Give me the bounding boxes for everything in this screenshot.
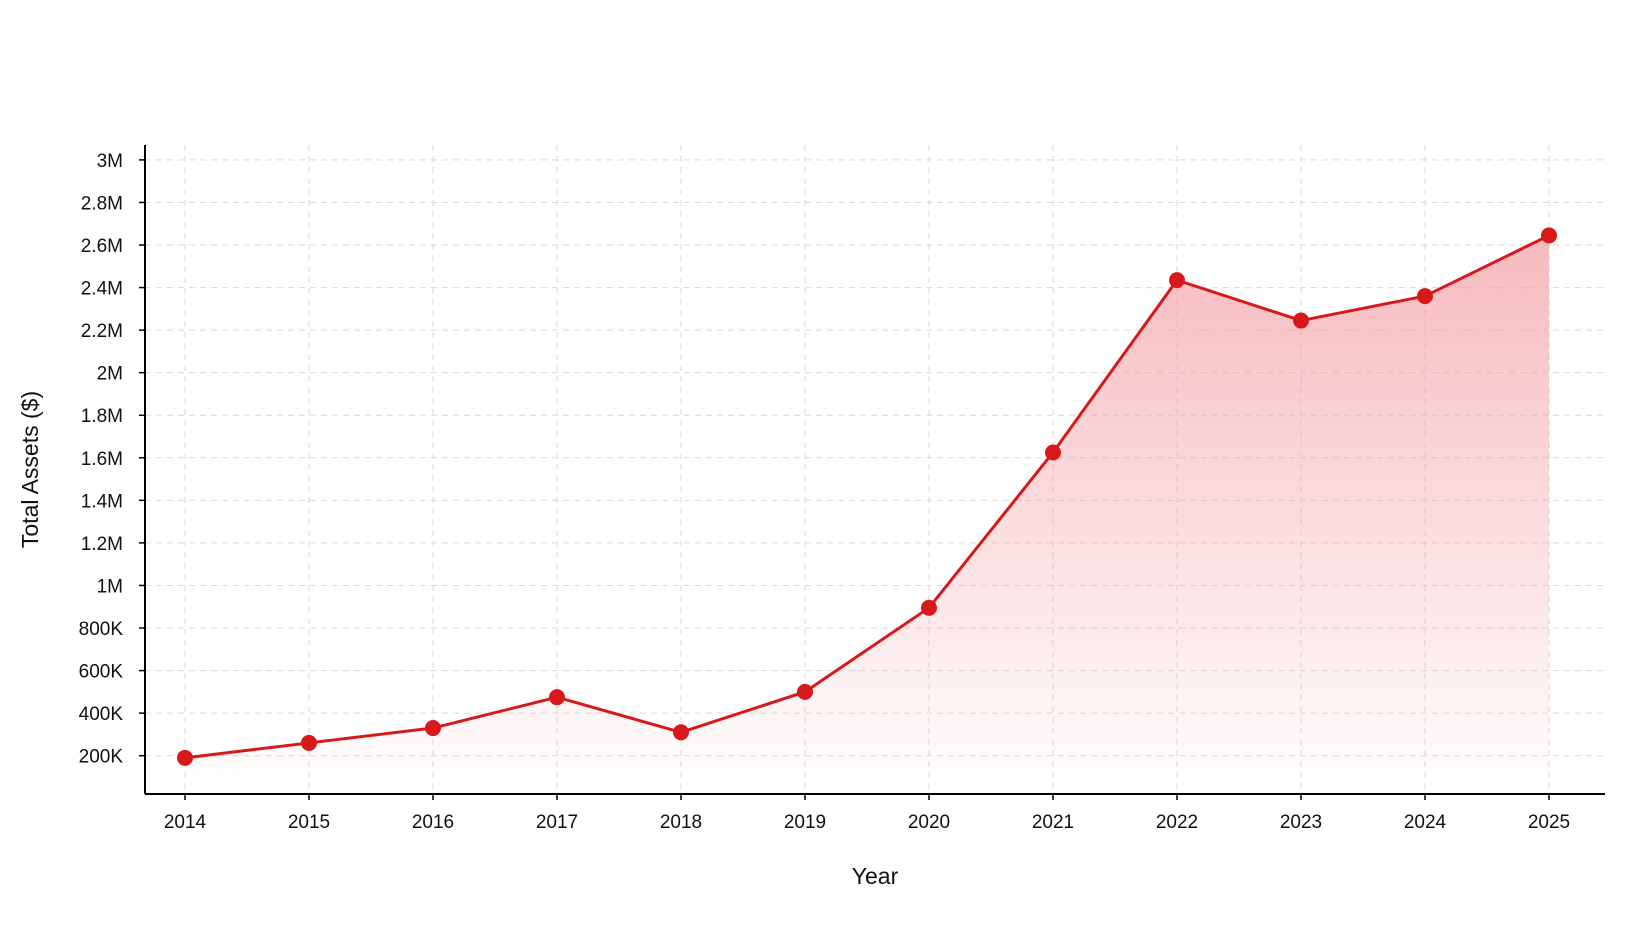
x-tick-label-2024: 2024: [1404, 812, 1447, 833]
y-tick-label-14: 3M: [97, 151, 123, 172]
data-point-2015: [301, 734, 317, 751]
y-tick-label-3: 800K: [79, 619, 124, 640]
y-tick-label-12: 2.6M: [81, 236, 123, 257]
data-point-2019: [797, 683, 813, 700]
axes: [139, 145, 1605, 800]
y-axis-title: Total Assets ($): [17, 391, 43, 548]
x-tick-label-2017: 2017: [536, 812, 578, 833]
y-tick-label-7: 1.6M: [81, 449, 123, 470]
data-point-2014: [177, 749, 193, 766]
x-tick-label-2019: 2019: [784, 812, 826, 833]
y-tick-label-6: 1.4M: [81, 491, 123, 512]
data-point-2025: [1541, 227, 1557, 244]
x-axis-title: Year: [852, 863, 899, 889]
y-tick-label-9: 2M: [97, 364, 123, 385]
y-tick-label-0: 200K: [79, 747, 124, 768]
area-shape: [185, 235, 1549, 776]
y-tick-label-2: 600K: [79, 662, 124, 683]
series-polyline: [184, 234, 1550, 760]
data-point-2020: [921, 599, 937, 616]
y-tick-label-1: 400K: [79, 704, 124, 725]
data-point-2021: [1045, 444, 1061, 461]
y-tick-label-5: 1.2M: [81, 534, 123, 555]
y-tick-label-10: 2.2M: [81, 321, 123, 342]
y-tick-label-11: 2.4M: [81, 279, 123, 300]
y-tick-label-8: 1.8M: [81, 406, 123, 427]
tick-labels: 200K 400K 600K 800K 1M 1.2M 1.4M 1.6M 1.8M 2M 2.2M…: [79, 151, 1571, 833]
data-point-2024: [1417, 288, 1433, 305]
x-tick-label-2025: 2025: [1528, 812, 1570, 833]
x-tick-label-2018: 2018: [660, 812, 702, 833]
x-tick-label-2022: 2022: [1156, 812, 1198, 833]
data-points: [177, 227, 1557, 766]
x-tick-label-2021: 2021: [1032, 812, 1074, 833]
data-point-2017: [549, 689, 565, 706]
data-point-2023: [1293, 312, 1309, 329]
x-tick-label-2015: 2015: [288, 812, 330, 833]
data-point-2018: [673, 724, 689, 741]
data-point-2022: [1169, 272, 1185, 289]
x-tick-label-2014: 2014: [164, 812, 207, 833]
area-fill: [185, 235, 1549, 776]
y-tick-label-13: 2.8M: [81, 193, 123, 214]
data-point-2016: [425, 720, 441, 737]
y-tick-label-4: 1M: [97, 576, 123, 597]
series-line: [184, 234, 1550, 760]
x-tick-label-2023: 2023: [1280, 812, 1322, 833]
x-tick-label-2020: 2020: [908, 812, 950, 833]
x-tick-label-2016: 2016: [412, 812, 454, 833]
